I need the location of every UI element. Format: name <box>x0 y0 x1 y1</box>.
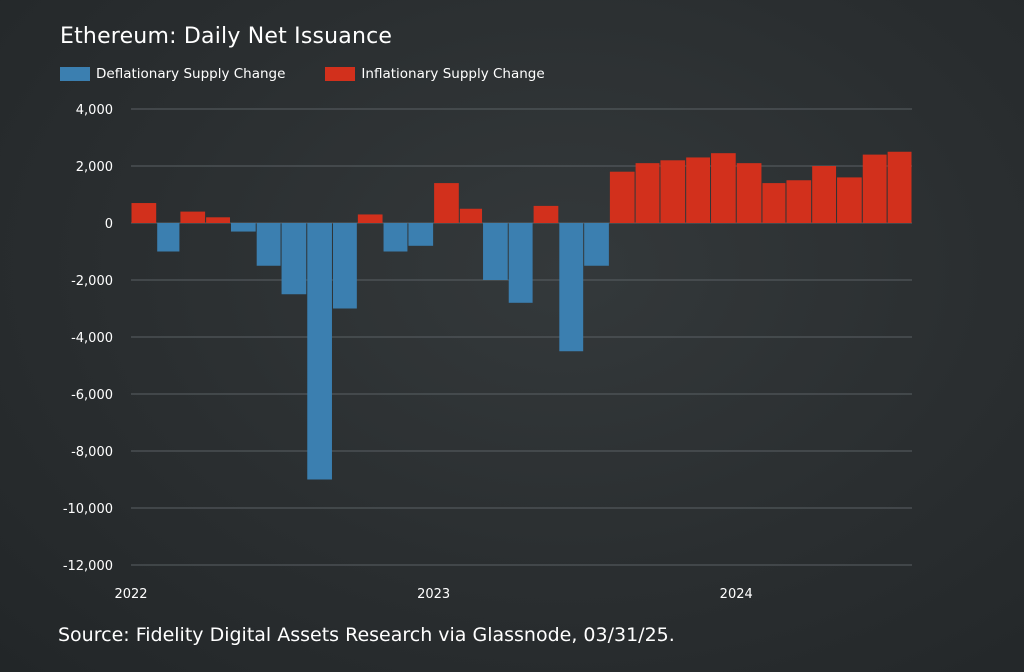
bar-2022-10 <box>357 214 383 223</box>
bar-2023-01 <box>434 183 459 223</box>
x-tick-label: 2024 <box>720 587 753 602</box>
bar-2022-11 <box>383 223 408 252</box>
bar-2023-11 <box>686 157 711 223</box>
legend: Deflationary Supply Change Inflationary … <box>60 66 585 82</box>
bar-2022-08 <box>307 223 332 480</box>
bar-2024-01 <box>736 163 762 223</box>
grid-lines <box>131 108 912 566</box>
bar-2023-03 <box>483 223 508 280</box>
bar-2022-02 <box>157 223 180 252</box>
legend-label-inflationary: Inflationary Supply Change <box>361 66 545 82</box>
bar-2022-06 <box>256 223 281 266</box>
y-tick-label: -6,000 <box>71 388 113 403</box>
y-tick-label: 0 <box>105 217 113 232</box>
y-axis-tick-labels: 4,000 2,000 0 -2,000 -4,000 -6,000 -8,000 -10,0… <box>63 103 113 574</box>
y-tick-label: 2,000 <box>76 160 113 175</box>
legend-item-deflationary: Deflationary Supply Change <box>60 66 285 82</box>
bar-2023-10 <box>660 160 686 223</box>
bar-2024-04 <box>812 166 837 223</box>
bar-2023-08 <box>609 171 635 223</box>
source-note: Source: Fidelity Digital Assets Research… <box>58 624 675 646</box>
bar-2024-03 <box>786 180 812 223</box>
legend-swatch-inflationary <box>325 67 356 81</box>
x-axis-tick-labels: 2022 2023 2024 <box>114 587 752 602</box>
legend-item-inflationary: Inflationary Supply Change <box>325 66 545 82</box>
y-tick-label: -4,000 <box>71 331 113 346</box>
bar-2023-02 <box>459 208 483 223</box>
bar-2022-01 <box>131 203 157 223</box>
bar-2023-07 <box>584 223 609 266</box>
bar-2024-05 <box>837 177 862 223</box>
bar-2022-07 <box>281 223 307 295</box>
y-tick-label: -8,000 <box>71 445 113 460</box>
y-tick-label: 4,000 <box>76 103 113 118</box>
bar-2023-04 <box>508 223 533 303</box>
legend-label-deflationary: Deflationary Supply Change <box>96 66 286 82</box>
bar-2022-05 <box>230 223 256 232</box>
bar-2023-05 <box>533 205 559 223</box>
bar-2022-03 <box>180 211 206 223</box>
bar-2022-04 <box>206 217 230 223</box>
bar-2024-02 <box>762 183 786 223</box>
bar-2022-09 <box>332 223 357 309</box>
bar-2024-07 <box>887 151 912 223</box>
x-tick-label: 2022 <box>114 587 147 602</box>
bar-2023-06 <box>559 223 584 352</box>
y-tick-label: -12,000 <box>63 559 113 574</box>
x-tick-label: 2023 <box>417 587 450 602</box>
bar-2022-12 <box>408 223 434 246</box>
y-tick-label: -10,000 <box>63 502 113 517</box>
data-bars <box>131 151 912 480</box>
bar-2023-09 <box>635 163 660 223</box>
legend-swatch-deflationary <box>60 67 90 81</box>
chart-title: Ethereum: Daily Net Issuance <box>60 24 393 49</box>
y-tick-label: -2,000 <box>71 274 113 289</box>
bar-2024-06 <box>862 154 887 223</box>
bar-2023-12 <box>711 153 736 223</box>
